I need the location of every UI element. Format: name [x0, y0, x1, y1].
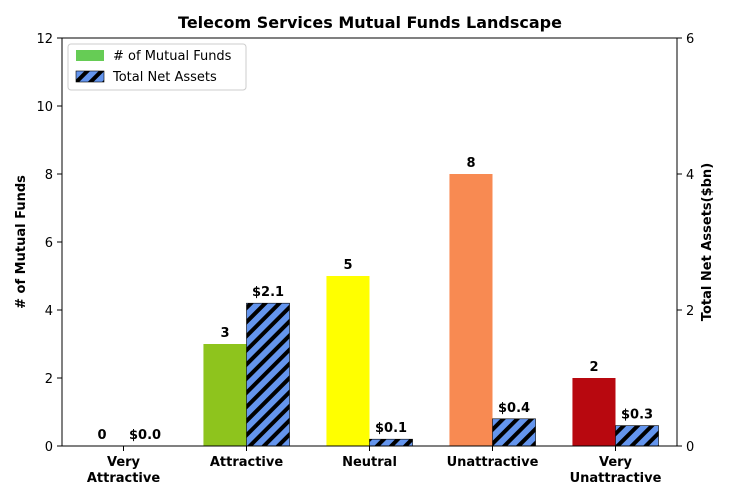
y-tick-label-right: 4 [686, 168, 694, 183]
x-tick-label-attractive: Attractive [210, 455, 284, 470]
y-tick-label-right: 0 [686, 440, 694, 455]
x-tick-label-very-unattractive: Very [599, 455, 633, 470]
bar-mutual-funds-very-unattractive [572, 378, 616, 446]
bar-mutual-funds-attractive [203, 344, 247, 446]
plot-frame [61, 37, 678, 447]
bar-net-assets-neutral [369, 438, 413, 447]
y-tick-label-left: 6 [45, 236, 53, 251]
legend-swatch-mutual-funds [76, 50, 104, 61]
y-tick-label-left: 10 [36, 100, 53, 115]
data-label-mutual-funds-unattractive: 8 [466, 156, 475, 171]
data-label-net-assets-very-attractive: $0.0 [129, 428, 161, 443]
x-tick-label-unattractive: Unattractive [447, 455, 539, 470]
data-label-net-assets-attractive: $2.1 [252, 285, 284, 300]
chart-title: Telecom Services Mutual Funds Landscape [178, 13, 562, 32]
x-tick-label-very-attractive: Attractive [87, 471, 161, 486]
bar-net-assets-unattractive [492, 418, 536, 447]
legend-label-mutual-funds: # of Mutual Funds [113, 49, 232, 64]
bar-mutual-funds-unattractive [449, 174, 493, 446]
y-tick-label-left: 0 [45, 440, 53, 455]
bar-net-assets-very-unattractive [615, 425, 659, 447]
data-label-mutual-funds-attractive: 3 [220, 326, 229, 341]
y-axis-title-right: Total Net Assets($bn) [700, 163, 715, 321]
y-tick-label-left: 12 [36, 32, 53, 47]
data-label-mutual-funds-very-attractive: 0 [97, 428, 106, 443]
y-tick-label-left: 2 [45, 372, 53, 387]
y-axis-title-left: # of Mutual Funds [14, 175, 29, 309]
y-tick-label-left: 8 [45, 168, 53, 183]
data-label-net-assets-unattractive: $0.4 [498, 401, 530, 416]
bar-net-assets-attractive [246, 302, 290, 447]
data-label-net-assets-very-unattractive: $0.3 [621, 408, 653, 423]
bar-mutual-funds-neutral [326, 276, 370, 446]
legend-box [67, 43, 247, 91]
data-label-mutual-funds-very-unattractive: 2 [589, 360, 598, 375]
data-label-mutual-funds-neutral: 5 [343, 258, 352, 273]
x-tick-label-very-attractive: Very [107, 455, 141, 470]
y-tick-label-left: 4 [45, 304, 53, 319]
y-tick-label-right: 2 [686, 304, 694, 319]
legend: # of Mutual Funds Total Net Assets [67, 43, 247, 91]
x-tick-label-neutral: Neutral [342, 455, 397, 470]
legend-label-net-assets: Total Net Assets [112, 70, 217, 85]
x-tick-label-very-unattractive: Unattractive [570, 471, 662, 486]
data-label-net-assets-neutral: $0.1 [375, 421, 407, 436]
y-tick-label-right: 6 [686, 32, 694, 47]
legend-swatch-net-assets [75, 70, 105, 83]
